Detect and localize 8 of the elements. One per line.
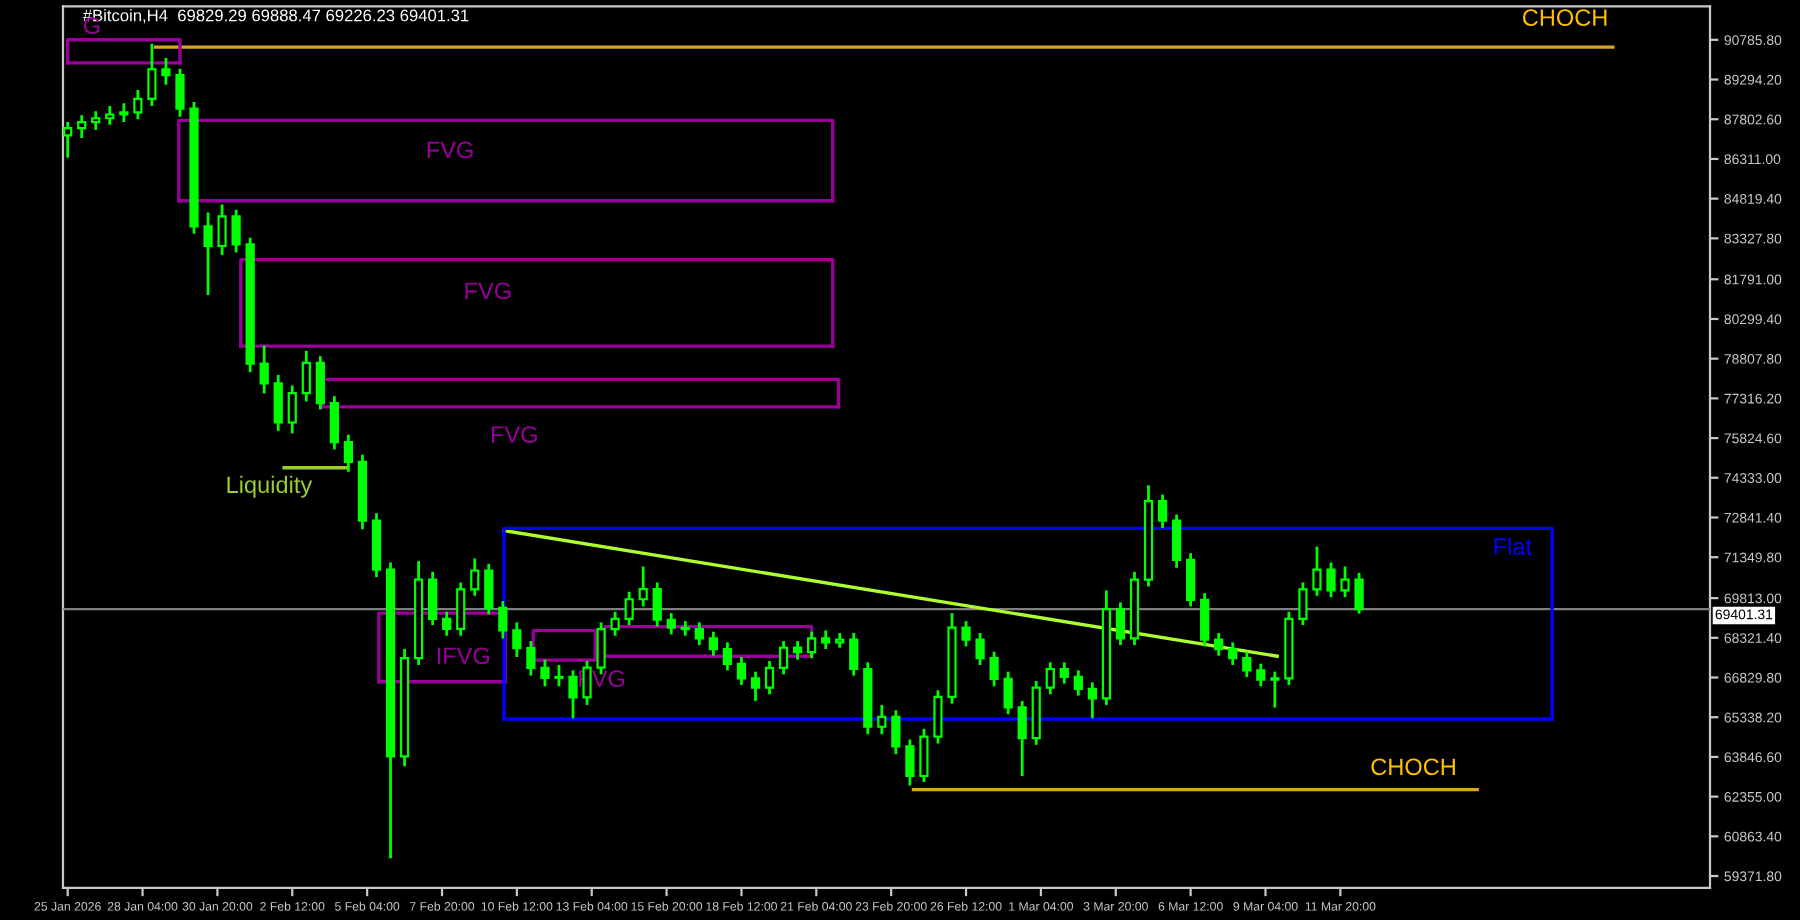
annotation: FVG — [491, 426, 537, 443]
annotation: CHOCH — [1371, 758, 1455, 776]
annotation: Flat — [1494, 537, 1532, 555]
annotation: IFVG — [437, 647, 490, 665]
annotation: CHOCH — [1522, 9, 1607, 26]
annotation: FVG — [427, 141, 473, 159]
annotation: FVG — [465, 282, 511, 300]
annotation: Liquidity — [227, 475, 313, 498]
